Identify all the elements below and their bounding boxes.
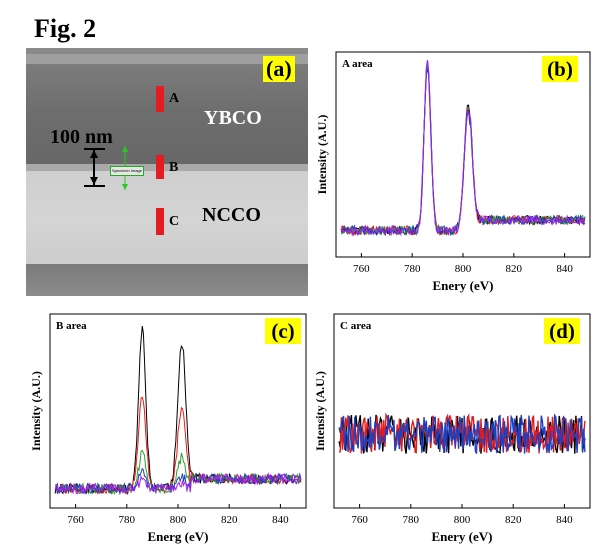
top-dark-band [26, 48, 308, 54]
x-tick-label-c: 780 [119, 514, 136, 526]
marker-a-bar [156, 86, 164, 112]
series-line-c-5 [54, 472, 302, 495]
panel-label-bg-c [265, 318, 301, 344]
panel-label-c: (c) [265, 318, 301, 344]
y-axis-label-d: Intensity (A.U.) [313, 371, 327, 451]
specimen-tag: Specimen Image [110, 166, 144, 176]
plot-frame-b [335, 51, 591, 258]
y-axis-label-b: Intensity (A.U.) [315, 115, 329, 195]
x-axis-label-c: Energ (eV) [147, 529, 208, 544]
panel-label-d: (d) [544, 318, 580, 344]
x-tick-label-b: 760 [353, 263, 370, 275]
panel-label-b: (b) [542, 56, 578, 82]
series-line-d-1 [338, 414, 586, 454]
x-axis-label-d: Enery (eV) [431, 529, 492, 544]
x-tick-label-b: 800 [455, 263, 472, 275]
panel-label-text-c: (c) [271, 319, 294, 343]
panel-label-bg-d [544, 318, 580, 344]
plot-frame-d [333, 313, 591, 509]
x-tick-label-b: 780 [404, 263, 421, 275]
x-tick-label-d: 780 [403, 514, 420, 526]
substrate-band [26, 264, 308, 296]
marker-c-bar [156, 208, 164, 235]
layer-label-ybco: YBCO [204, 107, 262, 129]
x-tick-label-c: 760 [67, 514, 84, 526]
interface-band [26, 164, 308, 171]
x-tick-label-c: 800 [170, 514, 187, 526]
x-tick-label-b: 820 [506, 263, 523, 275]
area-label-b: A area [342, 58, 373, 70]
layer-label-ncco: NCCO [202, 204, 261, 226]
panel-label-text-b: (b) [547, 57, 573, 81]
series-line-b-5 [340, 60, 586, 237]
area-label-c: B area [56, 320, 87, 332]
x-tick-label-d: 840 [556, 514, 573, 526]
tem-image-panel: (a) YBCO NCCO A B C 100 nm Specimen Imag… [26, 48, 308, 296]
x-tick-label-b: 840 [556, 263, 573, 275]
chart-panel-b: 760 780 800 820 840 Enery (eV) Intensity (A.U.… [315, 51, 591, 293]
series-line-c-4 [55, 467, 302, 496]
ybco-layer [26, 64, 308, 167]
x-axis-label-b: Enery (eV) [432, 278, 493, 293]
series-line-d-3 [338, 413, 586, 454]
marker-c-label: C [169, 214, 180, 229]
x-tick-label-d: 760 [351, 514, 368, 526]
figure-title: Fig. 2 [34, 14, 97, 43]
chart-panel-c: 760 780 800 820 840 Energ (eV) Intensity (A.U.… [29, 313, 307, 544]
top-light-band [26, 54, 308, 64]
panel-label-text-d: (d) [549, 319, 575, 343]
scale-bar-label: 100 nm [50, 126, 113, 148]
marker-b-bar [156, 155, 164, 179]
ncco-layer [26, 171, 308, 264]
x-tick-label-d: 820 [505, 514, 522, 526]
series-line-d-2 [339, 412, 586, 454]
chart-panel-d: 760 780 800 820 840 Enery (eV) Intensity (A.U.… [313, 313, 591, 544]
x-tick-label-c: 840 [272, 514, 289, 526]
scale-bar [84, 146, 128, 190]
y-axis-label-c: Intensity (A.U.) [29, 371, 43, 451]
marker-b-label: B [169, 160, 179, 175]
area-label-d: C area [340, 320, 372, 332]
panel-a-label: (a) [263, 56, 295, 82]
x-tick-label-d: 800 [454, 514, 471, 526]
x-tick-label-c: 820 [221, 514, 238, 526]
marker-a-label: A [169, 91, 180, 106]
panel-label-bg-b [542, 56, 578, 82]
